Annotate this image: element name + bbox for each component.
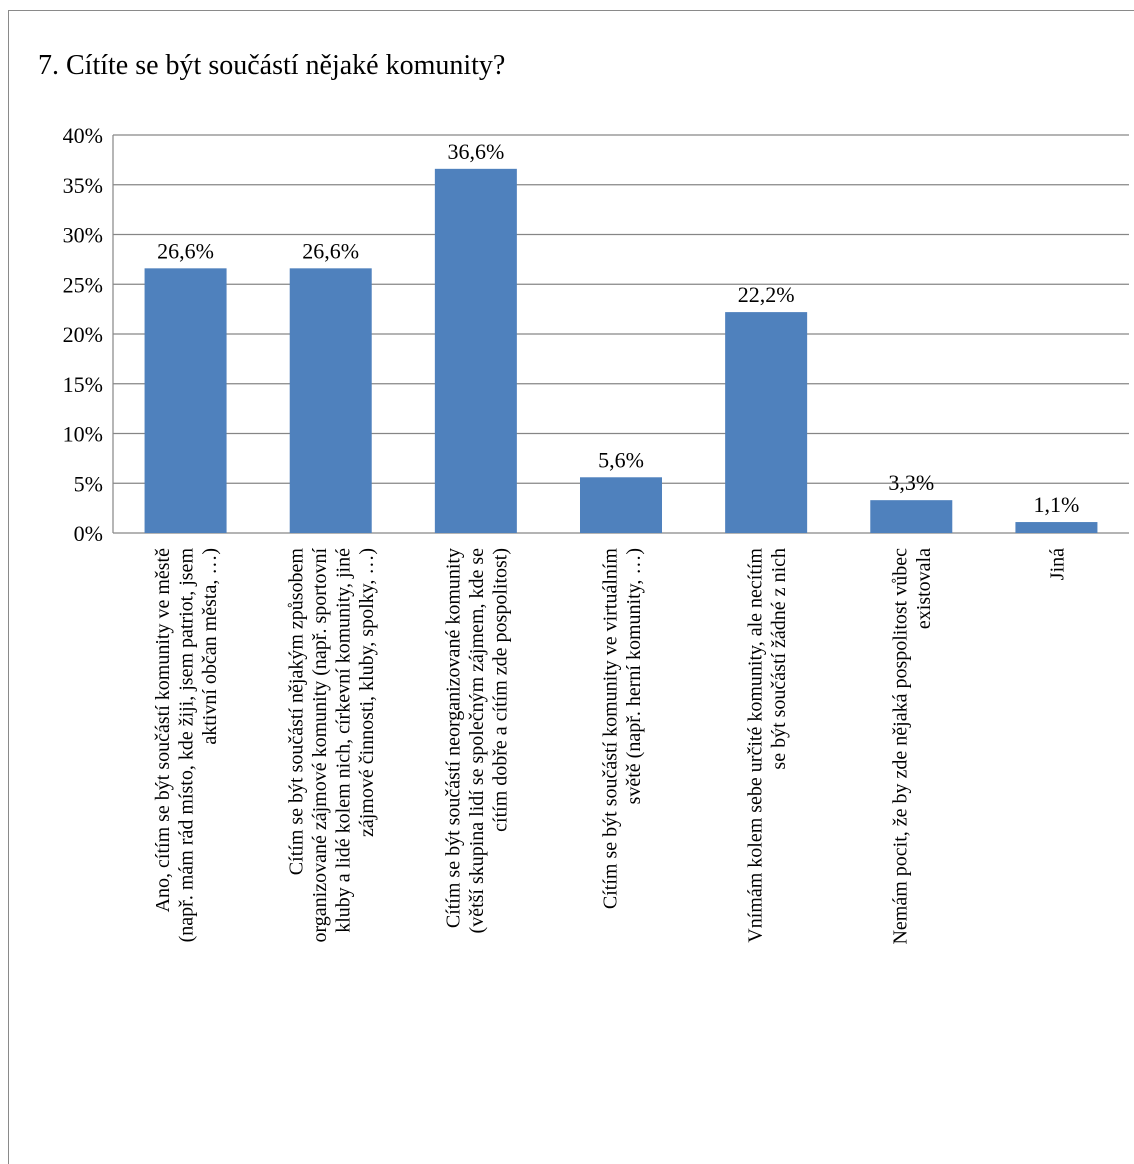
category-label-line: Nemám pocit, že by zde nějaká pospolitos… xyxy=(890,548,912,945)
data-label: 3,3% xyxy=(888,470,934,495)
y-tick-label: 30% xyxy=(63,223,103,248)
category-label: Ano, cítím se být součástí komunity ve m… xyxy=(152,548,221,943)
bar xyxy=(289,268,372,533)
y-tick-label: 25% xyxy=(63,272,103,297)
category-label-line: Cítím se být součástí neorganizované kom… xyxy=(442,548,464,928)
y-tick-label: 0% xyxy=(74,521,103,546)
category-label-line: zájmové činnosti, kluby, spolky, …) xyxy=(356,548,378,837)
y-tick-label: 40% xyxy=(63,123,103,148)
category-label: Jiná xyxy=(1046,548,1068,580)
bar xyxy=(870,500,953,533)
bar xyxy=(1015,522,1098,533)
bar xyxy=(725,312,808,533)
chart-frame xyxy=(8,10,1134,1164)
data-label: 1,1% xyxy=(1034,492,1080,517)
category-label: Nemám pocit, že by zde nějaká pospolitos… xyxy=(890,548,936,945)
y-tick-label: 15% xyxy=(63,372,103,397)
category-label: Cítím se být součástí komunity ve virtuá… xyxy=(599,548,645,910)
y-tick-label: 35% xyxy=(63,173,103,198)
category-label: Cítím se být součástí neorganizované kom… xyxy=(442,548,511,934)
y-tick-label: 10% xyxy=(63,422,103,447)
category-label-line: cítím dobře a cítím zde pospolitost) xyxy=(489,548,511,832)
data-label: 26,6% xyxy=(157,238,214,263)
category-label-line: Cítím se být součástí komunity ve virtuá… xyxy=(599,548,621,910)
category-label-line: kluby a lidé kolem nich, církevní komuni… xyxy=(332,548,354,933)
bar xyxy=(434,168,517,533)
data-label: 36,6% xyxy=(447,139,504,164)
category-label: Cítím se být součástí nějakým způsobem or… xyxy=(285,548,378,943)
y-tick-label: 20% xyxy=(63,322,103,347)
category-label-line: Ano, cítím se být součástí komunity ve m… xyxy=(152,548,174,913)
category-label-line: existovala xyxy=(913,548,935,629)
category-label-line: Cítím se být součástí nějakým způsobem xyxy=(285,548,307,876)
category-label: Vnímám kolem sebe určité komunity, ale n… xyxy=(744,548,790,943)
category-label-line: organizované zájmové komunity (např. spo… xyxy=(309,548,331,943)
y-tick-label: 5% xyxy=(74,471,103,496)
bar xyxy=(144,268,227,533)
chart-title: 7. Cítíte se být součástí nějaké komunit… xyxy=(38,50,506,81)
category-label-line: Vnímám kolem sebe určité komunity, ale n… xyxy=(744,548,766,943)
category-label-line: se být součástí žádné z nich xyxy=(768,548,790,770)
data-label: 5,6% xyxy=(598,447,644,472)
bar xyxy=(579,477,663,533)
category-label-line: aktivní občan města, …) xyxy=(199,548,221,745)
category-label-line: (větší skupina lidí se společným zájmem,… xyxy=(466,548,488,934)
data-label: 22,2% xyxy=(738,282,795,307)
category-label-line: (např. mám rád místo, kde žiji, jsem pat… xyxy=(176,548,198,943)
category-label-line: světě (např. herní komunity, …) xyxy=(623,548,645,804)
data-label: 26,6% xyxy=(302,238,359,263)
category-label-line: Jiná xyxy=(1046,548,1068,580)
